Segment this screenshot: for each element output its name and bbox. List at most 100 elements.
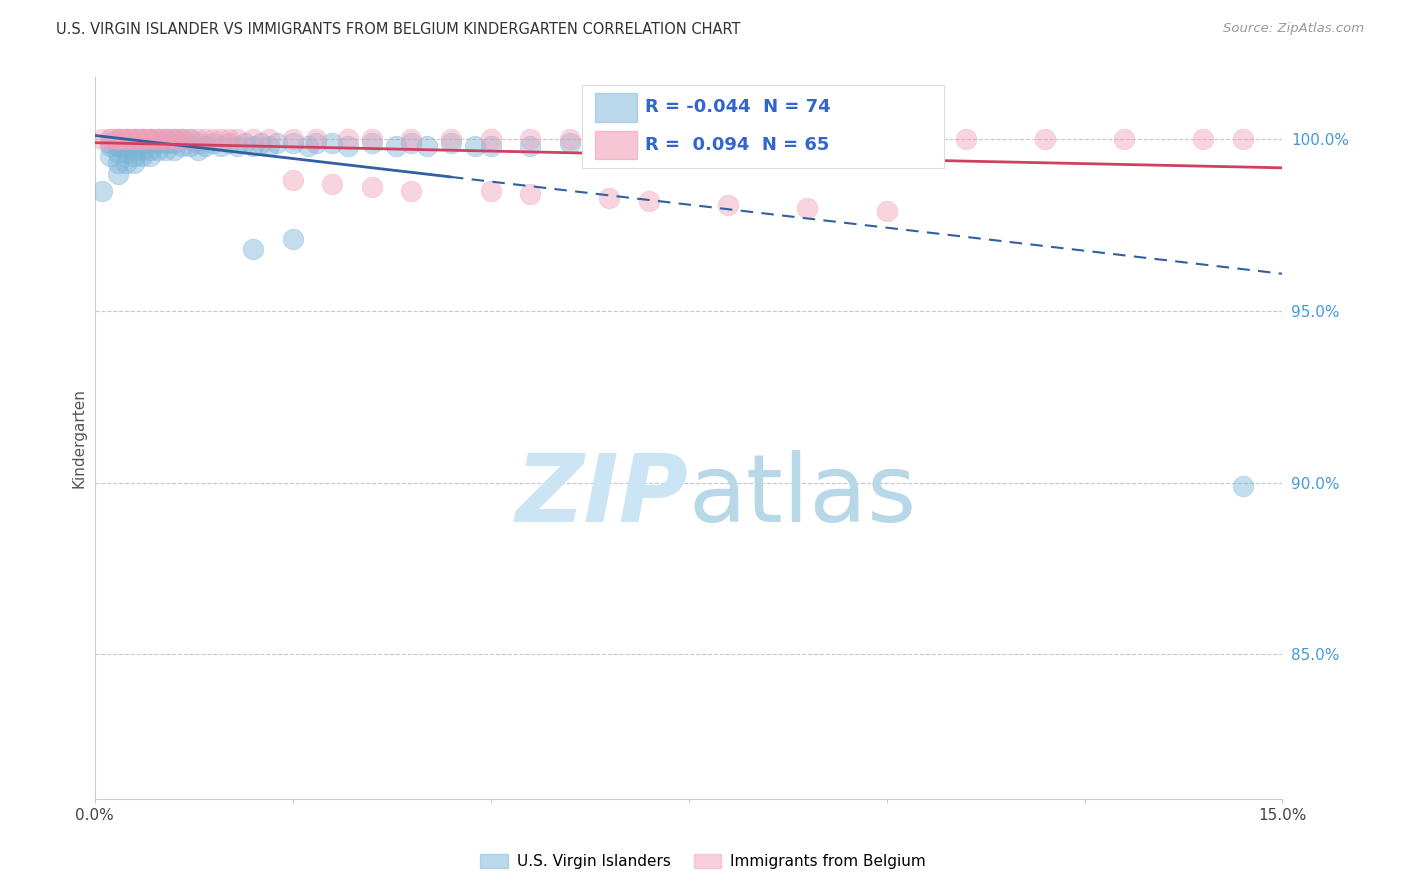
Text: R =  0.094  N = 65: R = 0.094 N = 65 [644, 136, 830, 154]
Point [163, 132, 186, 146]
Point [163, 143, 186, 157]
Point [107, 132, 129, 146]
Point [107, 146, 129, 161]
Point [194, 132, 217, 146]
Point [242, 132, 264, 146]
Text: U.S. VIRGIN ISLANDER VS IMMIGRANTS FROM BELGIUM KINDERGARTEN CORRELATION CHART: U.S. VIRGIN ISLANDER VS IMMIGRANTS FROM … [56, 22, 741, 37]
Point [163, 132, 186, 146]
Point [638, 143, 661, 157]
Point [170, 132, 193, 146]
Point [122, 132, 145, 146]
Point [321, 136, 343, 150]
Point [297, 139, 319, 153]
Point [91, 132, 114, 146]
Point [100, 132, 122, 146]
Point [955, 132, 977, 146]
Point [218, 132, 240, 146]
Point [796, 201, 818, 215]
Point [122, 143, 145, 157]
Point [139, 132, 162, 146]
Point [170, 132, 193, 146]
Point [796, 139, 818, 153]
Point [179, 132, 201, 146]
Legend: U.S. Virgin Islanders, Immigrants from Belgium: U.S. Virgin Islanders, Immigrants from B… [474, 848, 932, 875]
Text: R = -0.044  N = 74: R = -0.044 N = 74 [644, 98, 830, 116]
FancyBboxPatch shape [595, 94, 637, 121]
Point [202, 132, 225, 146]
Point [638, 132, 661, 146]
Point [186, 136, 208, 150]
Point [281, 232, 304, 246]
Point [115, 139, 138, 153]
Text: atlas: atlas [689, 450, 917, 541]
Point [305, 132, 328, 146]
Point [598, 132, 620, 146]
Point [107, 132, 129, 146]
Point [146, 136, 169, 150]
Point [107, 132, 129, 146]
Point [115, 146, 138, 161]
Point [440, 136, 463, 150]
Point [440, 132, 463, 146]
Point [266, 136, 288, 150]
Point [1232, 479, 1254, 493]
Point [139, 149, 162, 163]
Point [717, 197, 740, 211]
Point [876, 204, 898, 219]
Point [146, 132, 169, 146]
Point [163, 136, 186, 150]
Point [131, 143, 153, 157]
Point [107, 136, 129, 150]
Point [384, 139, 406, 153]
Point [226, 132, 249, 146]
Point [100, 132, 122, 146]
Point [519, 132, 541, 146]
Point [479, 184, 502, 198]
Point [131, 149, 153, 163]
Point [281, 136, 304, 150]
Point [131, 132, 153, 146]
Point [717, 132, 740, 146]
Point [257, 139, 280, 153]
Point [186, 143, 208, 157]
Point [107, 156, 129, 170]
Point [519, 139, 541, 153]
Point [155, 132, 177, 146]
Point [519, 187, 541, 202]
Point [163, 132, 186, 146]
Point [146, 132, 169, 146]
Point [717, 139, 740, 153]
Point [360, 180, 382, 194]
Point [1033, 132, 1056, 146]
Point [250, 136, 273, 150]
Point [139, 132, 162, 146]
Point [115, 132, 138, 146]
Point [464, 139, 486, 153]
Point [155, 143, 177, 157]
Point [218, 136, 240, 150]
Point [155, 132, 177, 146]
Point [202, 136, 225, 150]
Point [194, 139, 217, 153]
Point [186, 132, 208, 146]
Point [131, 136, 153, 150]
Point [305, 136, 328, 150]
FancyBboxPatch shape [582, 85, 943, 168]
Point [416, 139, 439, 153]
Point [179, 139, 201, 153]
Point [107, 139, 129, 153]
Point [281, 173, 304, 187]
Point [100, 136, 122, 150]
Point [155, 132, 177, 146]
Point [91, 184, 114, 198]
Point [233, 136, 256, 150]
Point [139, 132, 162, 146]
Point [170, 132, 193, 146]
Point [122, 136, 145, 150]
Point [337, 139, 360, 153]
Point [107, 132, 129, 146]
Text: ZIP: ZIP [516, 450, 689, 541]
Point [1232, 132, 1254, 146]
Point [115, 132, 138, 146]
Point [115, 136, 138, 150]
